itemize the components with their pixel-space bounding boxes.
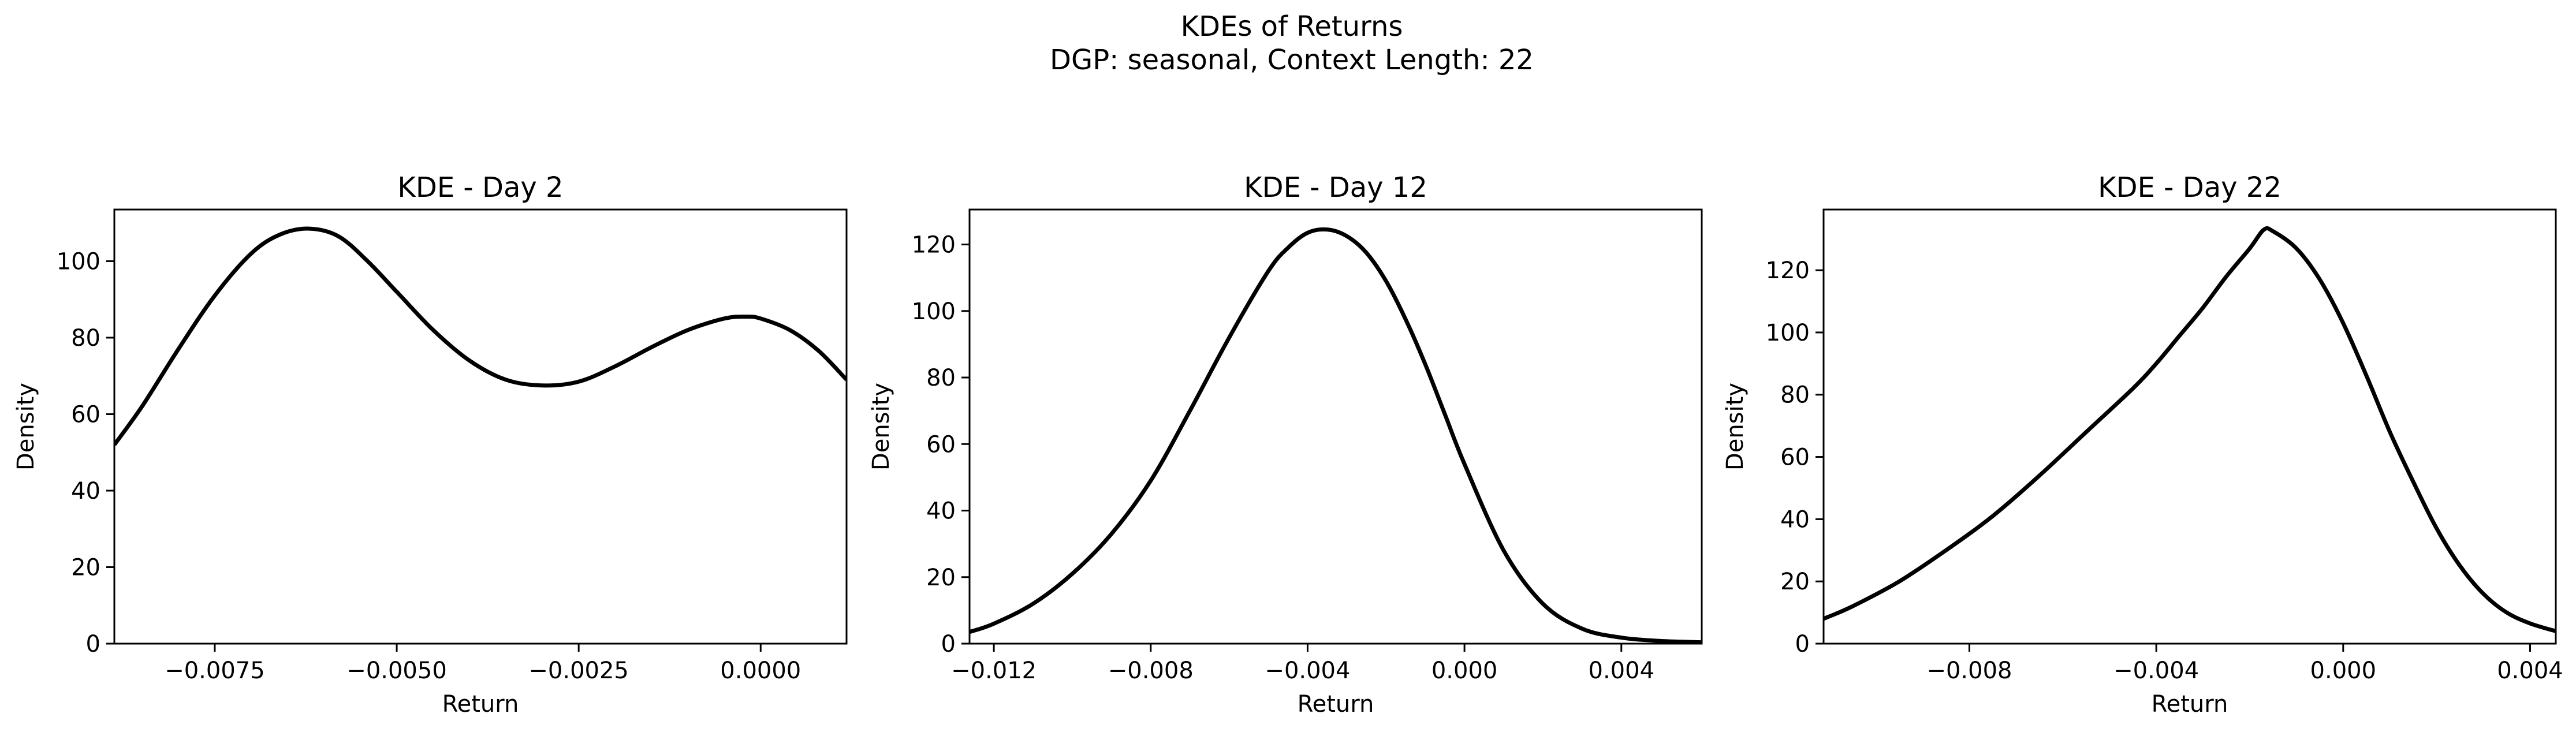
kde-panel-1: −0.0075 −0.0050 −0.0025 0.0000 0 20 40 60 80 100 K… bbox=[13, 171, 848, 718]
y-tick-label: 40 bbox=[71, 478, 100, 505]
y-tick-label: 0 bbox=[86, 631, 100, 657]
y-tick-label: 80 bbox=[1780, 382, 1810, 409]
y-tick-label: 80 bbox=[926, 365, 956, 391]
panel-title: KDE - Day 12 bbox=[1244, 171, 1427, 204]
kde-curve bbox=[114, 226, 847, 446]
x-tick-label: 0.004 bbox=[2497, 657, 2563, 684]
x-tick-label: −0.0050 bbox=[346, 657, 446, 684]
y-tick-label: 60 bbox=[926, 431, 956, 458]
axes-frame bbox=[113, 208, 848, 645]
y-tick-label: 100 bbox=[57, 248, 100, 275]
panel-title: KDE - Day 22 bbox=[2098, 171, 2282, 204]
y-tick-label: 40 bbox=[1780, 506, 1810, 533]
x-tick-label: 0.0000 bbox=[720, 657, 801, 684]
x-tick-label: 0.000 bbox=[1431, 657, 1498, 684]
y-tick-label: 20 bbox=[71, 554, 100, 581]
y-tick-label: 120 bbox=[912, 232, 956, 259]
kde-panel-3: −0.008 −0.004 0.000 0.004 0 20 40 60 80 100 120 KDE… bbox=[1722, 171, 2563, 718]
x-axis-label: Return bbox=[442, 691, 519, 718]
x-tick-label: 0.004 bbox=[1589, 657, 1655, 684]
x-tick-label: −0.012 bbox=[951, 657, 1037, 684]
axes-frame bbox=[968, 208, 1703, 645]
x-tick-label: −0.004 bbox=[1265, 657, 1350, 684]
y-axis-label: Density bbox=[13, 383, 39, 470]
kde-panel-2: −0.012 −0.008 −0.004 0.000 0.004 0 20 40 60 80 100… bbox=[868, 171, 1703, 718]
y-tick-label: 0 bbox=[941, 631, 956, 657]
y-tick-label: 60 bbox=[1780, 444, 1810, 471]
x-tick-label: −0.008 bbox=[1108, 657, 1194, 684]
x-tick-label: −0.004 bbox=[2113, 657, 2199, 684]
figure-subtitle: DGP: seasonal, Context Length: 22 bbox=[1050, 44, 1534, 76]
panel-title: KDE - Day 2 bbox=[397, 171, 563, 204]
y-tick-label: 20 bbox=[1780, 569, 1810, 595]
x-axis-label: Return bbox=[2152, 691, 2228, 718]
y-tick-label: 40 bbox=[926, 498, 956, 525]
kde-curve bbox=[970, 227, 1702, 644]
panels-group: −0.0075 −0.0050 −0.0025 0.0000020406080100K… bbox=[13, 171, 2563, 718]
x-tick-label: 0.000 bbox=[2310, 657, 2377, 684]
y-tick-label: 60 bbox=[71, 401, 100, 428]
x-axis-label: Return bbox=[1298, 691, 1374, 718]
kde-curve bbox=[1824, 226, 2556, 633]
y-tick-label: 80 bbox=[71, 325, 100, 352]
x-tick-label: −0.0025 bbox=[528, 657, 628, 684]
y-axis-label: Density bbox=[1722, 383, 1749, 470]
y-axis-label: Density bbox=[868, 383, 894, 470]
y-tick-label: 0 bbox=[1795, 631, 1810, 657]
y-tick-label: 100 bbox=[1766, 320, 1810, 346]
x-tick-label: −0.008 bbox=[1926, 657, 2012, 684]
axes-frame bbox=[1822, 208, 2557, 645]
y-tick-label: 20 bbox=[926, 565, 956, 591]
y-tick-label: 100 bbox=[912, 298, 956, 325]
x-tick-label: −0.0075 bbox=[165, 657, 264, 684]
figure-title: KDEs of Returns bbox=[1181, 10, 1403, 43]
y-tick-label: 120 bbox=[1766, 257, 1810, 284]
